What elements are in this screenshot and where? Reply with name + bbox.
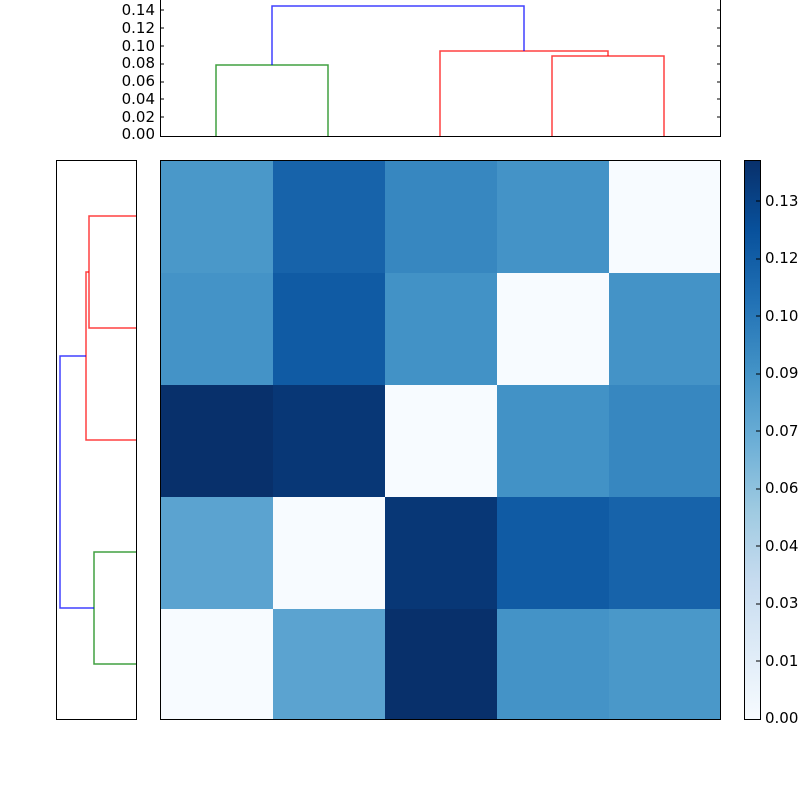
heatmap-cell — [497, 609, 610, 719]
heatmap-cell — [497, 497, 610, 610]
heatmap-cell — [161, 497, 274, 610]
top-dendrogram-ticks — [160, 9, 721, 118]
heatmap-cell — [273, 609, 386, 719]
heatmap-cell — [497, 161, 610, 274]
heatmap-axes — [160, 160, 721, 720]
heatmap-cell — [385, 609, 498, 719]
heatmap-cell — [161, 385, 274, 498]
heatmap-cell — [161, 161, 274, 274]
colorbar-tick-label: 0.09 — [765, 364, 799, 382]
top-dendrogram — [160, 5, 721, 136]
heatmap-cell — [273, 273, 386, 386]
heatmap-cell — [609, 385, 720, 498]
left-dendrogram — [59, 215, 136, 665]
colorbar-tick-label: 0.12 — [765, 249, 799, 267]
heatmap-cell — [609, 497, 720, 610]
heatmap-cell — [385, 497, 498, 610]
ytick-label: 0.02 — [121, 108, 155, 126]
heatmap-cell — [497, 385, 610, 498]
heatmap-cell — [385, 273, 498, 386]
heatmap-cell — [161, 273, 274, 386]
heatmap-grid — [161, 161, 720, 719]
ytick-label: 0.04 — [121, 90, 155, 108]
colorbar-tick-label: 0.06 — [765, 479, 799, 497]
dendrogram-link-blue — [271, 5, 525, 65]
colorbar-tick-label: 0.13 — [765, 192, 799, 210]
ytick-label: 0.00 — [121, 125, 155, 143]
ytick-label: 0.10 — [121, 37, 155, 55]
heatmap-cell — [609, 273, 720, 386]
ytick-label: 0.08 — [121, 54, 155, 72]
heatmap-cell — [497, 273, 610, 386]
heatmap-cell — [273, 497, 386, 610]
colorbar-tick-label: 0.07 — [765, 422, 799, 440]
heatmap-cell — [273, 385, 386, 498]
heatmap-cell — [609, 609, 720, 719]
colorbar-tick-label: 0.04 — [765, 537, 799, 555]
colorbar-tick-label: 0.01 — [765, 652, 799, 670]
ytick-label: 0.06 — [121, 72, 155, 90]
colorbar-tick-label: 0.10 — [765, 307, 799, 325]
ytick-label: 0.12 — [121, 19, 155, 37]
heatmap-cell — [385, 385, 498, 498]
heatmap-cell — [609, 161, 720, 274]
colorbar-tick-label: 0.00 — [765, 709, 799, 727]
colorbar-tick-label: 0.03 — [765, 594, 799, 612]
dendrogram-link-blue — [59, 355, 94, 609]
ytick-label: 0.14 — [121, 1, 155, 19]
heatmap-cell — [161, 609, 274, 719]
colorbar — [744, 160, 761, 720]
heatmap-cell — [385, 161, 498, 274]
heatmap-cell — [273, 161, 386, 274]
